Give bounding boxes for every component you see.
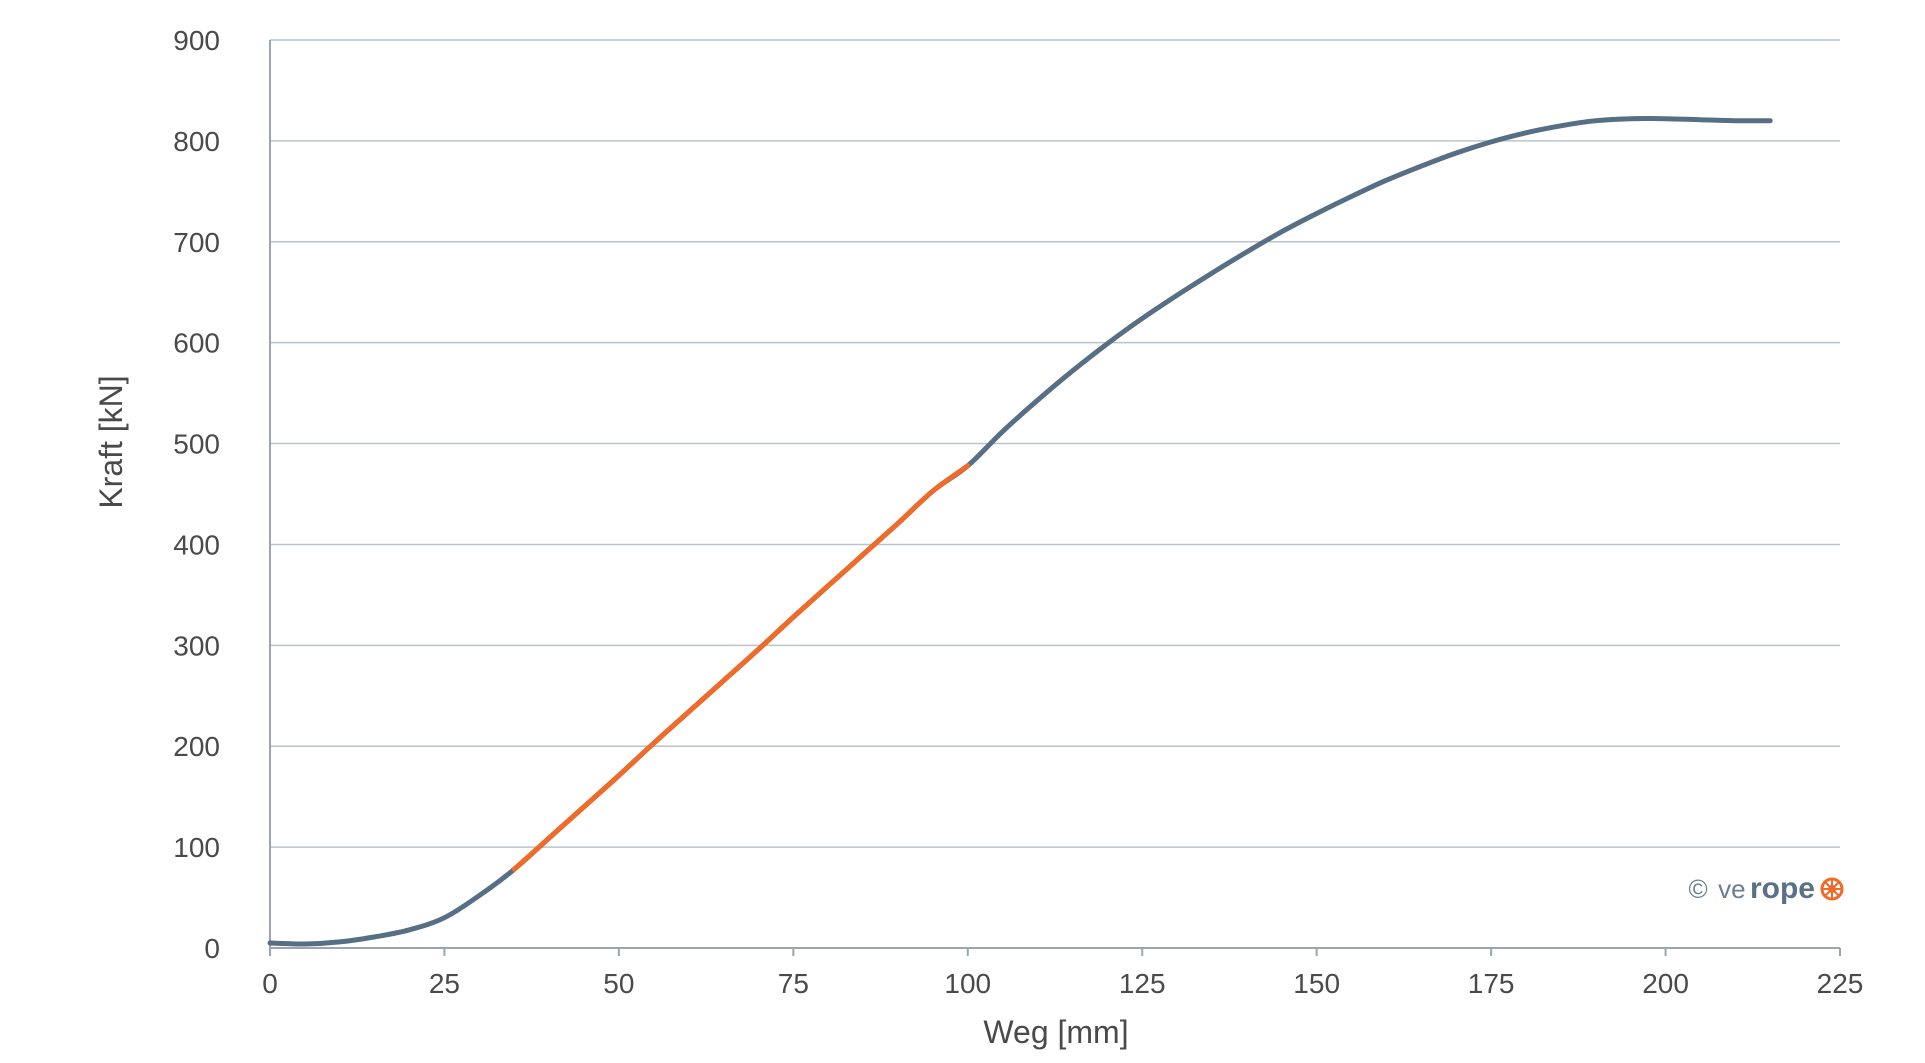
x-tick-label-4: 100	[944, 968, 991, 999]
y-tick-label-4: 400	[173, 529, 220, 560]
brand-light-text: ve	[1718, 874, 1745, 904]
y-tick-label-9: 900	[173, 25, 220, 56]
y-axis-title: Kraft [kN]	[93, 375, 129, 508]
x-tick-label-1: 25	[429, 968, 460, 999]
y-tick-label-8: 800	[173, 126, 220, 157]
data-series	[267, 116, 1773, 947]
x-tick-label-0: 0	[262, 968, 278, 999]
y-tick-label-0: 0	[204, 933, 220, 964]
grid-lines	[270, 39, 1840, 848]
y-tick-label-3: 300	[173, 630, 220, 661]
y-tick-label-7: 700	[173, 227, 220, 258]
verope-watermark: © ve rope	[1688, 872, 1844, 905]
axes	[269, 40, 1840, 949]
x-tick-label-8: 200	[1642, 968, 1689, 999]
y-tick-labels: 0 100 200 300 400 500 600 700 800 900	[173, 25, 220, 964]
rope-logo-icon	[1820, 877, 1844, 901]
brand-bold-text: rope	[1750, 872, 1815, 905]
x-tick-label-9: 225	[1817, 968, 1864, 999]
x-tick-labels: 0 25 50 75 100 125 150 175 200 225	[262, 948, 1863, 999]
x-tick-label-6: 150	[1293, 968, 1340, 999]
y-tick-label-1: 100	[173, 832, 220, 863]
x-tick-label-2: 50	[603, 968, 634, 999]
y-tick-label-6: 600	[173, 328, 220, 359]
series-line-1	[511, 463, 971, 872]
svg-text:© ve rope: © ve rope	[1688, 872, 1815, 905]
y-tick-label-2: 200	[173, 731, 220, 762]
copyright-symbol: ©	[1688, 874, 1707, 904]
x-tick-label-3: 75	[778, 968, 809, 999]
x-tick-label-7: 175	[1468, 968, 1515, 999]
x-tick-label-5: 125	[1119, 968, 1166, 999]
y-tick-label-5: 500	[173, 429, 220, 460]
x-axis-title: Weg [mm]	[983, 1014, 1128, 1050]
